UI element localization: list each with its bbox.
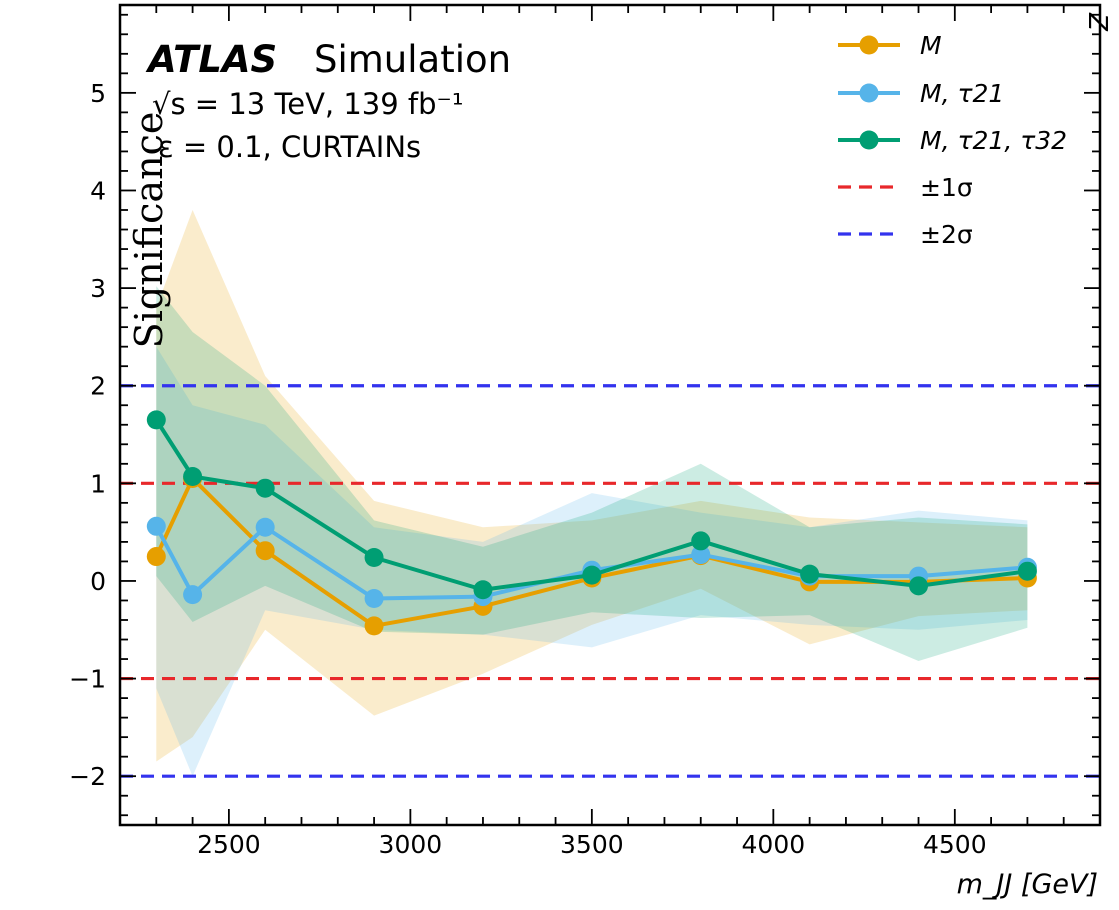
data-point-s0-2 (255, 541, 275, 561)
y-axis-right-label: Z (1082, 12, 1112, 32)
data-point-s1-3 (364, 589, 384, 609)
data-point-s2-2 (255, 478, 275, 498)
x-axis-label: m_JJ [GeV] (957, 869, 1098, 900)
data-point-s1-2 (255, 517, 275, 537)
data-point-s0-0 (146, 547, 166, 567)
data-point-s2-5 (582, 565, 602, 585)
data-point-s2-9 (1017, 561, 1037, 581)
uncertainty-bands (156, 210, 1028, 777)
y-tick-label: 1 (90, 469, 106, 498)
y-tick-label: 0 (90, 567, 106, 596)
data-point-s0-3 (364, 616, 384, 636)
y-axis-label: Significance (127, 112, 171, 349)
x-tick-label: 4000 (742, 830, 806, 859)
y-tick-label: −1 (69, 665, 106, 694)
x-tick-label: 2500 (197, 830, 261, 859)
plot-frame (118, 3, 1102, 827)
atlas-label: ATLAS (145, 38, 277, 81)
method-label: ε = 0.1, CURTAINs (158, 130, 421, 164)
legend-label-series-1: M, τ21 (920, 79, 1004, 108)
data-point-s2-0 (146, 410, 166, 430)
data-point-s1-1 (183, 585, 203, 605)
y-tick-label: 3 (90, 274, 106, 303)
data-point-s2-1 (183, 467, 203, 486)
atlas-simulation-label: Simulation (314, 38, 511, 81)
reference-lines (120, 384, 1100, 778)
series-line-2 (154, 418, 1028, 592)
data-point-s2-4 (473, 580, 493, 600)
data-point-s1-0 (146, 516, 166, 536)
series-lines (146, 410, 1037, 636)
x-tick-label: 4500 (923, 830, 987, 859)
axes: 2500 3000 3500 4000 4500 −2 −1 0 1 2 3 4 5 (69, 3, 1102, 859)
y-tick-label: −2 (69, 762, 106, 791)
x-tick-label: 3500 (560, 830, 624, 859)
data-point-s2-7 (800, 564, 820, 584)
legend-marker-series-0 (859, 35, 879, 55)
data-point-s2-3 (364, 548, 384, 568)
legend-label-ref-1: ±2σ (920, 220, 973, 249)
legend-marker-series-1 (859, 83, 879, 103)
legend-label-series-2: M, τ21, τ32 (920, 126, 1067, 155)
legend-label-ref-0: ±1σ (920, 173, 973, 202)
legend: M M, τ21 M, τ21, τ32 ±1σ ±2σ (838, 31, 1067, 249)
data-point-s1-6 (691, 545, 711, 565)
y-tick-label: 5 (90, 79, 106, 108)
y-tick-label: 4 (90, 176, 106, 205)
data-point-s2-8 (909, 576, 929, 596)
y-tick-label: 2 (90, 372, 106, 401)
legend-label-series-0: M (920, 31, 942, 60)
legend-marker-series-2 (859, 130, 879, 150)
energy-lumi-label: √s = 13 TeV, 139 fb⁻¹ (152, 87, 463, 121)
data-point-s2-6 (691, 531, 711, 551)
x-tick-label: 3000 (379, 830, 443, 859)
